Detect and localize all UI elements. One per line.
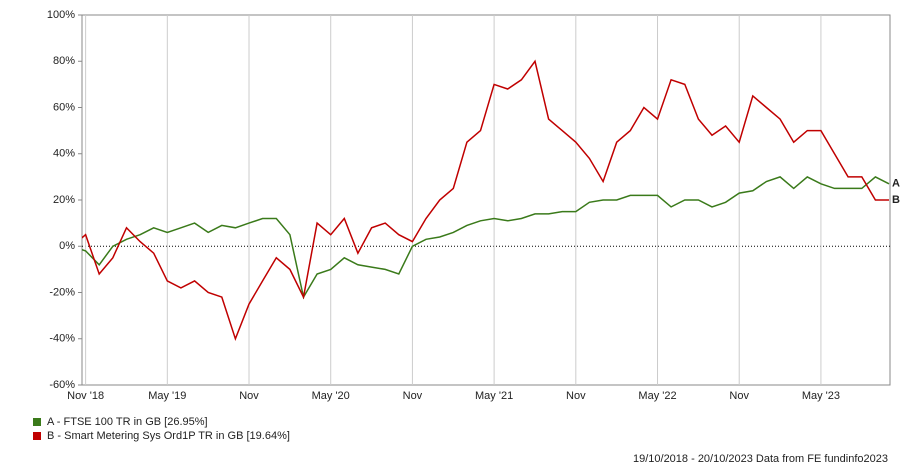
y-tick-label: 80% <box>53 55 75 67</box>
y-tick-label: 60% <box>53 101 75 113</box>
y-tick-label: 40% <box>53 148 75 160</box>
x-tick-label: May '21 <box>475 390 513 402</box>
x-tick-label: May '23 <box>802 390 840 402</box>
plot-frame <box>81 14 891 386</box>
x-tick-label: Nov <box>566 390 586 402</box>
legend-label: A - FTSE 100 TR in GB [26.95%] <box>47 416 208 428</box>
series-line <box>82 176 890 300</box>
y-tick-label: -60% <box>49 379 75 391</box>
legend-swatch <box>33 418 41 426</box>
end-label: A <box>892 178 900 190</box>
legend-label: B - Smart Metering Sys Ord1P TR in GB [1… <box>47 430 290 442</box>
y-tick-label: 100% <box>47 9 75 21</box>
x-tick-label: Nov '18 <box>67 390 104 402</box>
y-tick-label: -20% <box>49 286 75 298</box>
y-tick-label: 20% <box>53 194 75 206</box>
legend-swatch <box>33 432 41 440</box>
x-tick-label: Nov <box>403 390 423 402</box>
series-line <box>82 59 889 342</box>
y-tick-label: 0% <box>59 240 75 252</box>
plot-lines <box>82 59 890 342</box>
x-tick-label: Nov <box>729 390 749 402</box>
x-tick-label: May '22 <box>638 390 676 402</box>
x-tick-label: May '20 <box>312 390 350 402</box>
y-tick-label: -40% <box>49 333 75 345</box>
x-tick-label: Nov <box>239 390 259 402</box>
end-label: B <box>892 194 900 206</box>
footer: 19/10/2018 - 20/10/2023 Data from FE fun… <box>633 453 888 465</box>
x-tick-label: May '19 <box>148 390 186 402</box>
